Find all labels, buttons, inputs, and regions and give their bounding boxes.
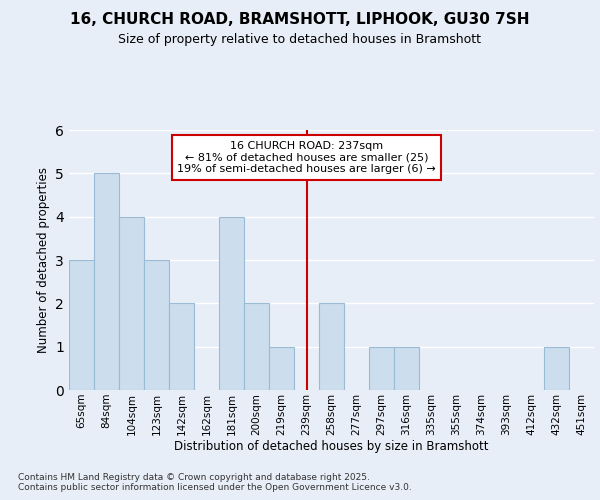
Bar xyxy=(244,304,269,390)
Bar xyxy=(394,346,419,390)
Bar xyxy=(544,346,569,390)
Bar xyxy=(319,304,344,390)
Bar xyxy=(369,346,394,390)
Bar xyxy=(119,216,144,390)
Text: Contains HM Land Registry data © Crown copyright and database right 2025.
Contai: Contains HM Land Registry data © Crown c… xyxy=(18,473,412,492)
Bar xyxy=(94,174,119,390)
Text: Size of property relative to detached houses in Bramshott: Size of property relative to detached ho… xyxy=(119,32,482,46)
Bar xyxy=(219,216,244,390)
X-axis label: Distribution of detached houses by size in Bramshott: Distribution of detached houses by size … xyxy=(174,440,489,454)
Y-axis label: Number of detached properties: Number of detached properties xyxy=(37,167,50,353)
Bar xyxy=(69,260,94,390)
Bar xyxy=(269,346,294,390)
Bar xyxy=(144,260,169,390)
Text: 16, CHURCH ROAD, BRAMSHOTT, LIPHOOK, GU30 7SH: 16, CHURCH ROAD, BRAMSHOTT, LIPHOOK, GU3… xyxy=(70,12,530,28)
Text: 16 CHURCH ROAD: 237sqm
← 81% of detached houses are smaller (25)
19% of semi-det: 16 CHURCH ROAD: 237sqm ← 81% of detached… xyxy=(177,141,436,174)
Bar xyxy=(169,304,194,390)
